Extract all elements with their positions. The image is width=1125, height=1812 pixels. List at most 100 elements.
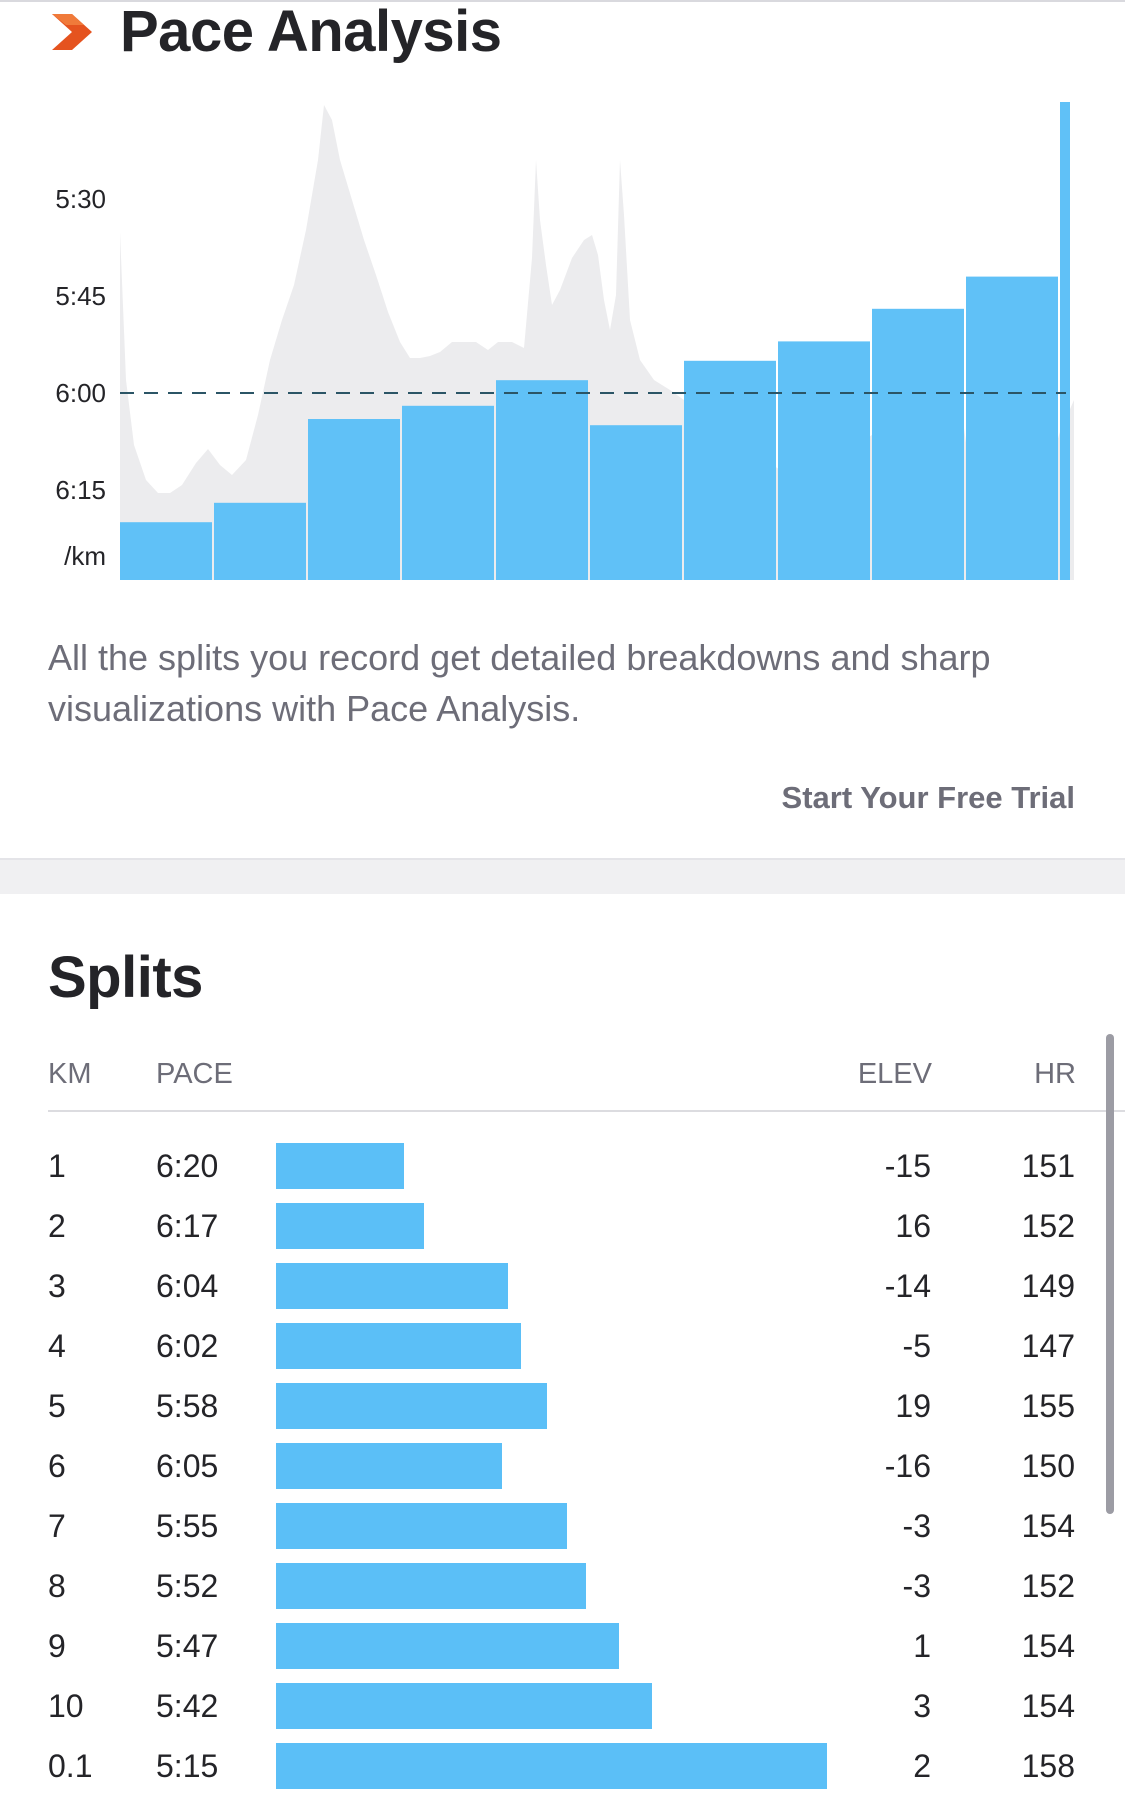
pace-bar-10 xyxy=(966,276,1058,580)
pace-bar-5 xyxy=(496,380,588,580)
split-row: 1 6:20 -15 151 xyxy=(0,1140,1125,1192)
split-pace-bar xyxy=(276,1743,828,1789)
split-elev: -3 xyxy=(902,1568,931,1604)
split-pace: 6:17 xyxy=(156,1208,219,1244)
split-pace-bar xyxy=(276,1563,587,1609)
pace-analysis-header: Pace Analysis xyxy=(48,0,502,64)
split-pace-bar xyxy=(276,1623,620,1669)
y-axis-unit-label: /km xyxy=(64,541,106,571)
top-divider xyxy=(0,0,1125,2)
pace-bar-3 xyxy=(308,418,400,580)
pace-bars-group xyxy=(120,102,1070,580)
split-hr: 149 xyxy=(1021,1268,1075,1304)
split-elev: 19 xyxy=(895,1388,931,1424)
pace-analysis-chart: 5:30 5:45 6:00 6:15 /km xyxy=(55,102,1074,580)
splits-table-header: KM PACE ELEV HR xyxy=(48,1054,1078,1098)
split-km: 6 xyxy=(48,1448,66,1484)
split-km: 0.1 xyxy=(48,1748,93,1784)
pace-bar-1 xyxy=(120,522,212,580)
split-pace: 6:20 xyxy=(156,1148,219,1184)
split-hr: 155 xyxy=(1021,1388,1075,1424)
split-row: 4 6:02 -5 147 xyxy=(0,1320,1125,1372)
split-hr: 154 xyxy=(1021,1688,1075,1724)
pace-bar-8 xyxy=(778,341,870,580)
y-axis-ticks: 5:30 5:45 6:00 6:15 xyxy=(55,184,106,505)
split-elev: 16 xyxy=(895,1208,931,1244)
split-pace-bar xyxy=(276,1263,508,1309)
split-pace: 6:05 xyxy=(156,1448,219,1484)
split-hr: 151 xyxy=(1021,1148,1075,1184)
split-elev: 2 xyxy=(913,1748,931,1784)
split-pace: 5:42 xyxy=(156,1688,219,1724)
pace-analysis-title: Pace Analysis xyxy=(120,0,502,64)
split-km: 5 xyxy=(48,1388,66,1424)
pace-bar-0.1 xyxy=(1060,102,1070,580)
split-km: 8 xyxy=(48,1568,66,1604)
split-pace: 5:47 xyxy=(156,1628,219,1664)
split-row: 7 5:55 -3 154 xyxy=(0,1500,1125,1552)
split-elev: -15 xyxy=(884,1148,931,1184)
split-pace-bar xyxy=(276,1203,424,1249)
split-km: 2 xyxy=(48,1208,66,1244)
split-elev: 1 xyxy=(913,1628,931,1664)
split-row: 2 6:17 16 152 xyxy=(0,1200,1125,1252)
split-hr: 147 xyxy=(1021,1328,1075,1364)
split-hr: 154 xyxy=(1021,1508,1075,1544)
split-elev: -16 xyxy=(884,1448,931,1484)
split-row: 9 5:47 1 154 xyxy=(0,1620,1125,1672)
split-km: 4 xyxy=(48,1328,66,1364)
pace-bar-7 xyxy=(684,360,776,580)
pace-bar-9 xyxy=(872,308,964,580)
header-divider xyxy=(48,1110,1125,1112)
split-pace: 5:58 xyxy=(156,1388,219,1424)
section-divider xyxy=(0,858,1125,894)
split-elev: -3 xyxy=(902,1508,931,1544)
split-pace: 6:04 xyxy=(156,1268,219,1304)
split-pace-bar xyxy=(276,1323,522,1369)
split-pace-bar xyxy=(276,1443,502,1489)
pace-bar-2 xyxy=(214,502,306,580)
y-tick-label: 5:45 xyxy=(55,281,106,311)
split-hr: 152 xyxy=(1021,1568,1075,1604)
split-hr: 158 xyxy=(1021,1748,1075,1784)
split-elev: -5 xyxy=(902,1328,931,1364)
split-row: 0.1 5:15 2 158 xyxy=(0,1740,1125,1792)
start-free-trial-button[interactable]: Start Your Free Trial xyxy=(781,780,1075,815)
split-hr: 150 xyxy=(1021,1448,1075,1484)
split-pace: 5:52 xyxy=(156,1568,219,1604)
split-row: 10 5:42 3 154 xyxy=(0,1680,1125,1732)
header-hr: HR xyxy=(1034,1058,1076,1090)
scrollbar[interactable] xyxy=(1106,1034,1114,1514)
split-pace-bar xyxy=(276,1503,567,1549)
header-pace: PACE xyxy=(156,1058,233,1090)
splits-title: Splits xyxy=(48,945,203,1010)
split-km: 1 xyxy=(48,1148,66,1184)
pace-bar-4 xyxy=(402,405,494,580)
y-tick-label: 5:30 xyxy=(55,184,106,214)
chevron-logo-icon xyxy=(52,14,92,50)
split-pace: 5:55 xyxy=(156,1508,219,1544)
y-tick-label: 6:15 xyxy=(55,475,106,505)
y-tick-label: 6:00 xyxy=(55,378,106,408)
split-elev: 3 xyxy=(913,1688,931,1724)
split-row: 5 5:58 19 155 xyxy=(0,1380,1125,1432)
split-row: 3 6:04 -14 149 xyxy=(0,1260,1125,1312)
pace-bar-6 xyxy=(590,425,682,580)
split-pace: 6:02 xyxy=(156,1328,219,1364)
split-km: 9 xyxy=(48,1628,66,1664)
split-km: 10 xyxy=(48,1688,84,1724)
split-km: 3 xyxy=(48,1268,66,1304)
split-hr: 152 xyxy=(1021,1208,1075,1244)
split-pace: 5:15 xyxy=(156,1748,219,1784)
split-hr: 154 xyxy=(1021,1628,1075,1664)
split-row: 6 6:05 -16 150 xyxy=(0,1440,1125,1492)
split-row: 8 5:52 -3 152 xyxy=(0,1560,1125,1612)
split-pace-bar xyxy=(276,1683,652,1729)
split-pace-bar xyxy=(276,1143,404,1189)
pace-analysis-description: All the splits you record get detailed b… xyxy=(48,637,991,729)
split-km: 7 xyxy=(48,1508,66,1544)
split-elev: -14 xyxy=(884,1268,931,1304)
header-km: KM xyxy=(48,1058,92,1090)
header-elev: ELEV xyxy=(857,1058,932,1090)
split-pace-bar xyxy=(276,1383,548,1429)
